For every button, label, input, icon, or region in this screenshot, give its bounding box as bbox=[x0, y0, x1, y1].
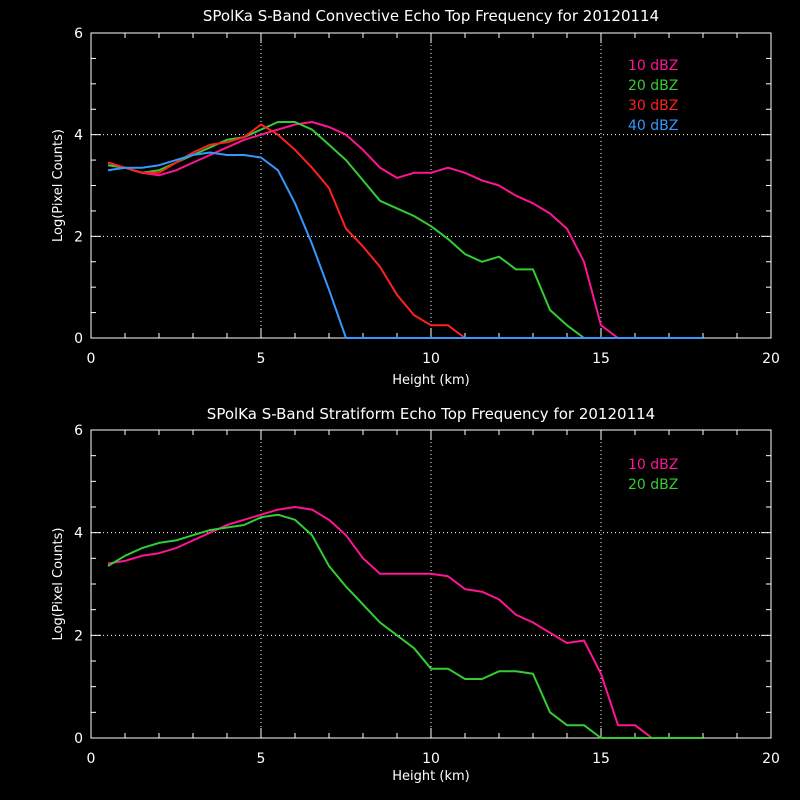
x-tick-label: 10 bbox=[422, 351, 440, 367]
series-line-30-dbz bbox=[107, 123, 466, 339]
chart-title: SPolKa S-Band Convective Echo Top Freque… bbox=[203, 7, 659, 25]
x-tick-label: 20 bbox=[762, 351, 780, 367]
chart-panel-2: SPolKa S-Band Stratiform Echo Top Freque… bbox=[51, 405, 780, 784]
legend-entry: 20 dBZ bbox=[628, 78, 678, 94]
legend-entry: 20 dBZ bbox=[628, 477, 678, 493]
x-tick-label: 5 bbox=[257, 751, 266, 767]
series-line-10-dbz bbox=[107, 121, 619, 339]
y-tick-label: 4 bbox=[74, 526, 83, 542]
chart-title: SPolKa S-Band Stratiform Echo Top Freque… bbox=[207, 405, 655, 423]
y-tick-label: 0 bbox=[74, 731, 83, 747]
legend: 10 dBZ 20 dBZ bbox=[628, 457, 678, 493]
x-tick-label: 5 bbox=[257, 351, 266, 367]
y-tick-label: 2 bbox=[74, 229, 83, 245]
y-tick-label: 6 bbox=[74, 423, 83, 439]
legend: 10 dBZ 20 dBZ 30 dBZ 40 dBZ bbox=[628, 58, 678, 134]
y-tick-label: 2 bbox=[74, 628, 83, 644]
series-line-40-dbz bbox=[107, 151, 703, 339]
y-axis-label: Log(Pixel Counts) bbox=[51, 129, 66, 242]
x-tick-label: 10 bbox=[422, 751, 440, 767]
series-line-10-dbz bbox=[107, 506, 653, 739]
x-tick-label: 0 bbox=[87, 751, 96, 767]
x-tick-label: 15 bbox=[592, 751, 610, 767]
x-tick-label: 20 bbox=[762, 751, 780, 767]
series-line-20-dbz bbox=[107, 513, 703, 739]
x-tick-label: 15 bbox=[592, 351, 610, 367]
x-axis-label: Height (km) bbox=[392, 373, 469, 388]
x-axis-label: Height (km) bbox=[392, 769, 469, 784]
y-tick-label: 6 bbox=[74, 26, 83, 42]
legend-entry: 40 dBZ bbox=[628, 118, 678, 134]
legend-entry: 10 dBZ bbox=[628, 58, 678, 74]
x-tick-label: 0 bbox=[87, 351, 96, 367]
chart-panel-1: SPolKa S-Band Convective Echo Top Freque… bbox=[51, 7, 780, 388]
y-axis-label: Log(Pixel Counts) bbox=[51, 528, 66, 641]
y-tick-label: 4 bbox=[74, 128, 83, 144]
legend-entry: 10 dBZ bbox=[628, 457, 678, 473]
legend-entry: 30 dBZ bbox=[628, 98, 678, 114]
y-tick-label: 0 bbox=[74, 331, 83, 347]
